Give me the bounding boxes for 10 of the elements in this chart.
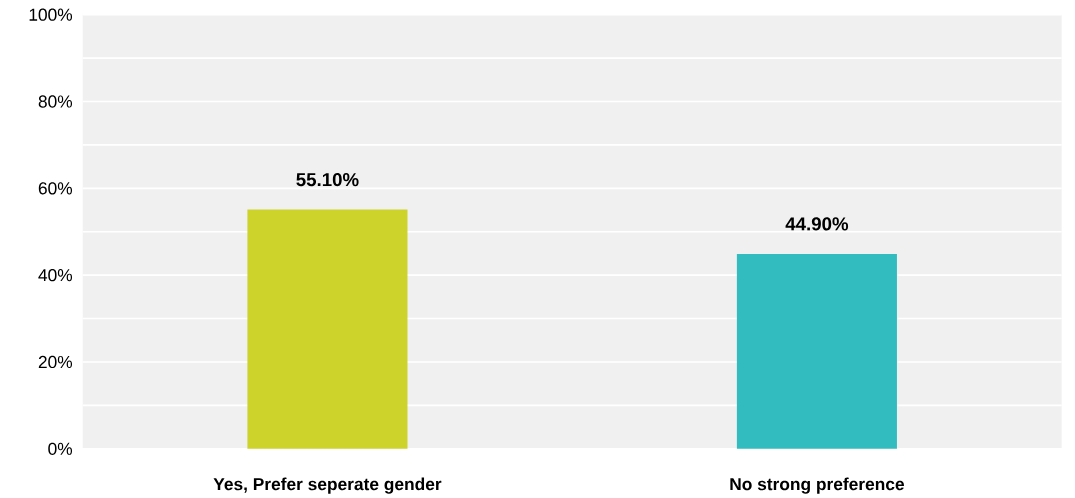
- x-tick-label: No strong preference: [730, 477, 904, 494]
- y-tick-label: 100%: [29, 8, 73, 21]
- y-tick-label: 80%: [38, 95, 73, 108]
- x-tick-label: Yes, Prefer seperate gender: [213, 477, 442, 494]
- y-tick-label: 60%: [38, 182, 73, 195]
- data-label: 44.90%: [785, 217, 849, 231]
- data-label: 55.10%: [296, 172, 359, 187]
- y-tick-label: 20%: [38, 355, 73, 369]
- y-tick-label: 0%: [48, 442, 73, 455]
- y-tick-label: 40%: [38, 268, 73, 282]
